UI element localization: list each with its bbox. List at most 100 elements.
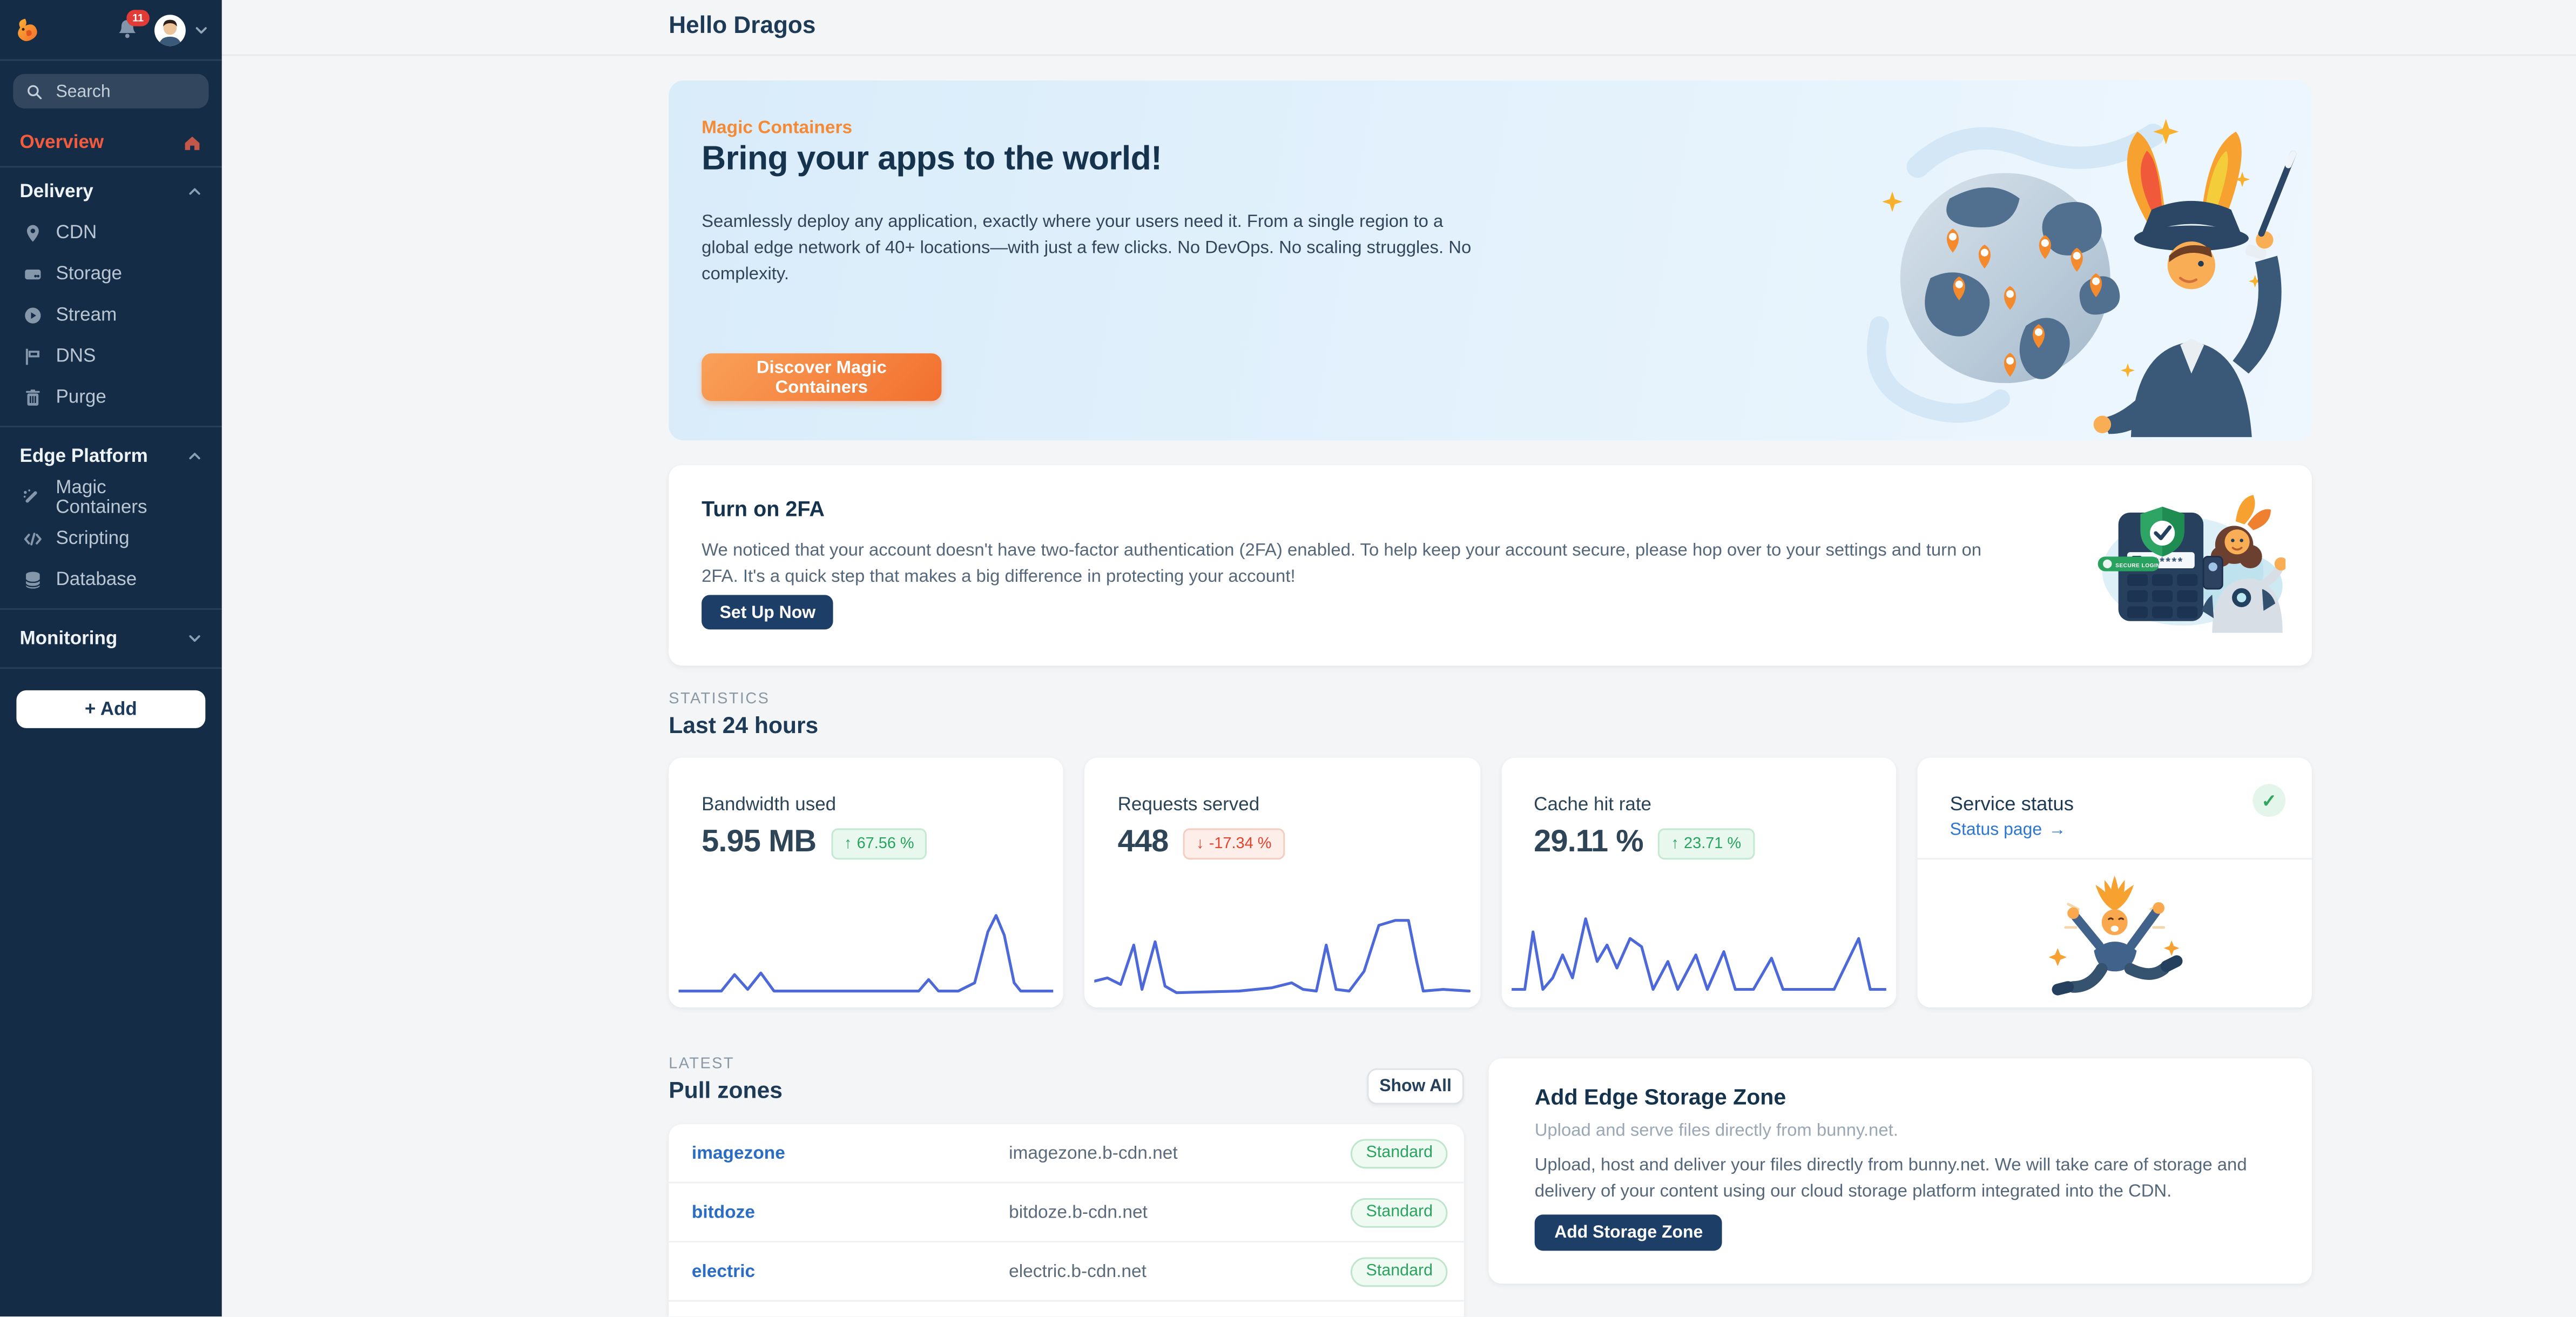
pull-zone-row[interactable]: electric electric.b-cdn.net Standard (669, 1242, 1464, 1302)
arrow-right-icon: → (2048, 820, 2066, 840)
requests-sparkline (1095, 896, 1470, 999)
secure-login-illustration: ****** SECURE LOGIN (2098, 495, 2286, 633)
zone-name-link[interactable]: imagezone (691, 1143, 785, 1163)
chevron-up-icon (189, 453, 200, 460)
sidebar-item-cdn[interactable]: CDN (0, 212, 222, 253)
account-chevron-down-icon[interactable] (194, 22, 208, 37)
zone-hostname: imagezone.b-cdn.net (1009, 1143, 1178, 1163)
play-icon (22, 305, 43, 325)
arrow-up-icon: ↑ (1671, 834, 1679, 852)
storage-promo-title: Add Edge Storage Zone (1534, 1085, 1786, 1110)
show-all-button[interactable]: Show All (1367, 1068, 1464, 1105)
stat-card-cache-hit: Cache hit rate 29.11 % ↑ 23.71 % (1501, 757, 1896, 1008)
sidebar-item-magic-containers[interactable]: Magic Containers (0, 476, 222, 518)
twofa-title: Turn on 2FA (702, 496, 825, 521)
zone-name-link[interactable]: electric (691, 1261, 756, 1281)
banner-eyebrow: Magic Containers (702, 118, 853, 138)
bandwidth-value: 5.95 MB (702, 825, 817, 860)
sidebar-item-dns[interactable]: DNS (0, 335, 222, 377)
zone-tier-badge: Standard (1351, 1138, 1448, 1168)
sidebar-item-stream[interactable]: Stream (0, 294, 222, 335)
sidebar-divider (0, 608, 222, 610)
pull-zone-row-partial[interactable] (669, 1302, 1464, 1317)
service-status-label: Service status (1950, 792, 2074, 816)
globe-magician-illustration (1866, 119, 2297, 438)
secure-login-badge-text: SECURE LOGIN (2115, 563, 2160, 569)
sidebar-nav: Overview Delivery CDN Storage Stream (0, 122, 222, 728)
bunny-logo-icon[interactable] (13, 16, 41, 44)
header-divider (221, 54, 2576, 56)
stat-cards-row: Bandwidth used 5.95 MB ↑ 67.56 % Requests… (669, 757, 2312, 1008)
sidebar-section-edge-platform[interactable]: Edge Platform (0, 435, 222, 476)
code-icon (22, 528, 43, 548)
requests-value: 448 (1117, 825, 1169, 860)
bandwidth-sparkline (678, 896, 1054, 999)
sidebar-section-delivery[interactable]: Delivery (0, 171, 222, 212)
home-icon (185, 136, 200, 150)
storage-promo-subtitle: Upload and serve files directly from bun… (1534, 1120, 1898, 1141)
latest-eyebrow: LATEST (669, 1055, 734, 1073)
storage-icon (22, 264, 43, 284)
zone-hostname: electric.b-cdn.net (1009, 1261, 1147, 1281)
sidebar-search[interactable] (13, 73, 209, 109)
avatar[interactable] (154, 14, 186, 45)
stat-card-bandwidth: Bandwidth used 5.95 MB ↑ 67.56 % (669, 757, 1064, 1008)
twofa-card: Turn on 2FA We noticed that your account… (669, 465, 2312, 666)
notifications-button[interactable]: 11 (117, 10, 150, 41)
sidebar-item-purge[interactable]: Purge (0, 377, 222, 418)
add-button[interactable]: + Add (16, 690, 206, 728)
celebrating-character-illustration (2048, 875, 2183, 996)
cache-hit-value: 29.11 % (1534, 825, 1643, 860)
map-pin-icon (22, 223, 43, 243)
storage-promo-body: Upload, host and deliver your files dire… (1534, 1155, 2247, 1201)
sidebar-top-bar: 11 (0, 0, 222, 61)
sidebar-item-scripting[interactable]: Scripting (0, 518, 222, 559)
set-up-now-button[interactable]: Set Up Now (702, 595, 834, 630)
pull-zones-card: imagezone imagezone.b-cdn.net Standard b… (669, 1124, 1464, 1317)
stat-card-requests: Requests served 448 ↓ -17.34 % (1084, 757, 1480, 1008)
zone-tier-badge: Standard (1351, 1256, 1448, 1286)
statistics-eyebrow: STATISTICS (669, 690, 770, 709)
discover-magic-containers-button[interactable]: Discover Magic Containers (702, 353, 942, 401)
twofa-body: We noticed that your account doesn't hav… (702, 540, 1982, 587)
zone-hostname: bitdoze.b-cdn.net (1009, 1202, 1148, 1222)
zone-name-link[interactable]: bitdoze (691, 1202, 756, 1222)
search-icon (28, 84, 42, 99)
delta-badge: ↓ -17.34 % (1183, 827, 1285, 859)
chevron-up-icon (189, 188, 200, 195)
magic-containers-banner: Magic Containers Bring your apps to the … (669, 80, 2312, 441)
delta-badge: ↑ 23.71 % (1658, 827, 1755, 859)
statistics-title: Last 24 hours (669, 711, 819, 738)
sidebar-section-monitoring[interactable]: Monitoring (0, 618, 222, 659)
notification-count-badge: 11 (126, 10, 150, 26)
search-input[interactable] (52, 79, 196, 103)
sidebar-divider (0, 166, 222, 168)
main-content: Hello Dragos Magic Containers Bring your… (221, 0, 2576, 1317)
overview-label: Overview (19, 132, 104, 152)
pull-zones-title: Pull zones (669, 1076, 783, 1103)
arrow-down-icon: ↓ (1196, 834, 1204, 852)
storage-promo-card: Add Edge Storage Zone Upload and serve f… (1488, 1058, 2312, 1284)
arrow-up-icon: ↑ (844, 834, 852, 852)
zone-tier-badge: Standard (1351, 1197, 1448, 1227)
sidebar-item-overview[interactable]: Overview (0, 122, 222, 163)
card-divider (1917, 858, 2312, 860)
banner-title: Bring your apps to the world! (702, 139, 1162, 178)
sidebar-divider (0, 426, 222, 428)
status-page-link[interactable]: Status page → (1950, 820, 2066, 840)
sidebar: 11 Overview Delivery CDN (0, 0, 222, 1317)
add-storage-zone-button[interactable]: Add Storage Zone (1534, 1214, 1723, 1251)
status-ok-check-icon: ✓ (2253, 784, 2286, 817)
sidebar-divider (0, 667, 222, 669)
chevron-down-icon (189, 635, 200, 642)
pull-zone-row[interactable]: bitdoze bitdoze.b-cdn.net Standard (669, 1184, 1464, 1243)
pull-zone-row[interactable]: imagezone imagezone.b-cdn.net Standard (669, 1124, 1464, 1184)
banner-body: Seamlessly deploy any application, exact… (702, 212, 1472, 284)
page-title: Hello Dragos (669, 13, 816, 40)
magic-wand-icon (22, 487, 43, 507)
sidebar-item-database[interactable]: Database (0, 559, 222, 600)
sidebar-item-storage[interactable]: Storage (0, 253, 222, 294)
service-status-card: Service status ✓ Status page → (1917, 757, 2312, 1008)
cache-hit-sparkline (1510, 896, 1886, 999)
